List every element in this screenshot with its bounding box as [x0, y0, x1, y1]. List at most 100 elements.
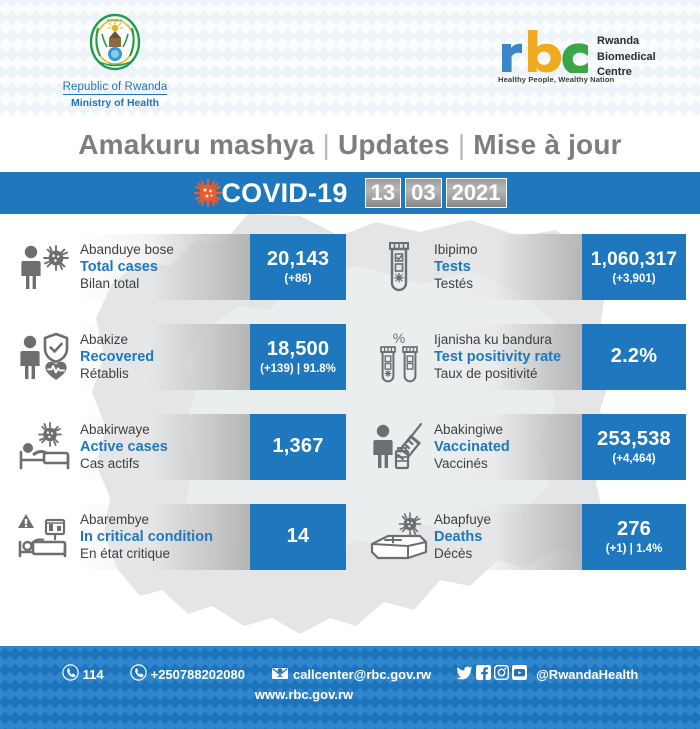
svg-text:%: % [393, 330, 405, 346]
youtube-icon[interactable] [512, 665, 528, 683]
label-en: Total cases [80, 259, 158, 275]
stat-labels: Abapfuye Deaths Décès [430, 504, 582, 570]
updates-title-rw: Amakuru mashya [78, 129, 315, 160]
stat-value: 14 [286, 525, 310, 547]
test-tube-icon [368, 234, 430, 300]
stat-delta: (+139) | 91.8% [260, 363, 336, 375]
stat-delta: (+86) [284, 273, 312, 285]
svg-text:REPUBLIC: REPUBLIC [107, 19, 124, 23]
stat-value: 276 [617, 518, 651, 540]
stat-value: 1,367 [272, 435, 324, 457]
stat-delta: (+4,464) [612, 453, 656, 465]
phone-circle-icon [61, 664, 79, 684]
stat-value: 20,143 [266, 248, 330, 270]
stats-body: Abanduye bose Total cases Bilan total 20… [0, 214, 700, 646]
label-fr: Bilan total [80, 276, 140, 291]
date-day: 13 [364, 178, 402, 208]
label-fr: Cas actifs [80, 456, 140, 471]
stat-labels: Abakingiwe Vaccinated Vaccinés [430, 414, 582, 480]
stat-value-box: 1,060,317 (+3,901) [582, 234, 686, 300]
updates-title: Amakuru mashya | Updates | Mise à jour [78, 129, 622, 161]
stat-value: 18,500 [266, 338, 330, 360]
person-syringe-vial-icon [368, 414, 430, 480]
social-icons [456, 664, 528, 683]
label-rw: Ibipimo [434, 242, 478, 257]
coffin-virus-icon [368, 504, 430, 570]
stat-card-total-cases: Abanduye bose Total cases Bilan total 20… [14, 234, 346, 300]
stat-labels: Abakize Recovered Rétablis [76, 324, 250, 390]
coronavirus-icon [193, 178, 223, 208]
stat-value-box: 14 [250, 504, 346, 570]
footer-whatsapp-number[interactable]: +250788202080 [129, 664, 245, 684]
footer-contact-bar: 114 +250788202080 [0, 646, 700, 729]
stat-value: 2.2% [610, 345, 658, 367]
label-rw: Abapfuye [434, 512, 492, 527]
label-rw: Ijanisha ku bandura [434, 332, 552, 347]
svg-text:UBUMWE: UBUMWE [108, 63, 123, 67]
icu-ventilator-warning-icon [14, 504, 76, 570]
stat-labels: Abanduye bose Total cases Bilan total [76, 234, 250, 300]
stat-delta: (+1) | 1.4% [605, 543, 663, 555]
person-virus-icon [14, 234, 76, 300]
label-rw: Abakirwaye [80, 422, 150, 437]
whatsapp-circle-icon [129, 664, 147, 684]
stat-value: 1,060,317 [590, 249, 678, 270]
report-date: 13 03 2021 [364, 178, 507, 208]
footer-socials[interactable]: @RwandaHealth [456, 664, 639, 683]
stat-delta: (+3,901) [612, 273, 656, 285]
footer-phone-114-label: 114 [82, 666, 104, 682]
rbc-logo-icon: Healthy People, Wealthy Nation [498, 28, 614, 84]
updates-sep-2: | [457, 129, 466, 160]
rwanda-coat-of-arms-icon: REPUBLIC UBUMWE [88, 12, 142, 74]
facebook-icon[interactable] [476, 665, 492, 683]
stat-labels: Ibipimo Tests Testés [430, 234, 582, 300]
footer-email[interactable]: callcenter@rbc.gov.rw [271, 665, 431, 684]
footer-phone-114[interactable]: 114 [61, 664, 104, 684]
updates-title-band: Amakuru mashya | Updates | Mise à jour [0, 118, 700, 172]
label-fr: Rétablis [80, 366, 129, 381]
logo-band: REPUBLIC UBUMWE Republic of Rwanda Minis… [0, 0, 700, 118]
label-en: Active cases [80, 439, 168, 455]
stat-card-active-cases: Abakirwaye Active cases Cas actifs 1,367 [14, 414, 346, 480]
stat-card-vaccinated: Abakingiwe Vaccinated Vaccinés 253,538 (… [368, 414, 686, 480]
stat-value-box: 2.2% [582, 324, 686, 390]
stat-card-recovered: Abakize Recovered Rétablis 18,500 (+139)… [14, 324, 346, 390]
updates-title-en: Updates [337, 129, 450, 160]
footer-social-handle: @RwandaHealth [536, 666, 639, 682]
stat-rows: Abanduye bose Total cases Bilan total 20… [0, 214, 700, 646]
rbc-name-line2: Biomedical [597, 50, 656, 63]
twitter-icon[interactable] [456, 666, 473, 683]
patient-bed-virus-icon [14, 414, 76, 480]
footer-contacts-row: 114 +250788202080 [61, 664, 639, 684]
rbc-name: Rwanda Biomedical Centre [597, 28, 656, 81]
instagram-icon[interactable] [493, 664, 510, 683]
label-rw: Abakingiwe [434, 422, 504, 437]
stat-value-box: 276 (+1) | 1.4% [582, 504, 686, 570]
rbc-name-line1: Rwanda [597, 35, 640, 47]
rbc-logo: Healthy People, Wealthy Nation Rwanda Bi… [498, 28, 656, 84]
footer-email-label: callcenter@rbc.gov.rw [292, 666, 432, 682]
rbc-name-line3: Centre [597, 66, 632, 78]
person-shield-heart-icon [14, 324, 76, 390]
footer-content: 114 +250788202080 [0, 664, 700, 702]
two-test-tubes-percent-icon: % [368, 324, 430, 390]
stat-labels: Ijanisha ku bandura Test positivity rate… [430, 324, 582, 390]
updates-title-fr: Mise à jour [473, 129, 622, 160]
stat-card-test-positivity-rate: % [368, 324, 686, 390]
stat-value-box: 1,367 [250, 414, 346, 480]
email-envelope-icon [271, 665, 289, 684]
label-rw: Abanduye bose [80, 242, 174, 257]
label-fr: Testés [434, 276, 474, 291]
label-rw: Abarembye [80, 512, 150, 527]
label-en: Deaths [434, 529, 483, 545]
label-en: Test positivity rate [434, 349, 562, 365]
stat-card-tests: Ibipimo Tests Testés 1,060,317 (+3,901) [368, 234, 686, 300]
footer-website[interactable]: www.rbc.gov.rw [254, 687, 354, 702]
moh-republic-label: Republic of Rwanda [62, 81, 168, 95]
label-fr: En état critique [80, 546, 171, 561]
stat-card-critical-condition: Abarembye In critical condition En état … [14, 504, 346, 570]
label-rw: Abakize [80, 332, 129, 347]
stat-value-box: 18,500 (+139) | 91.8% [250, 324, 346, 390]
updates-sep-1: | [322, 129, 330, 160]
